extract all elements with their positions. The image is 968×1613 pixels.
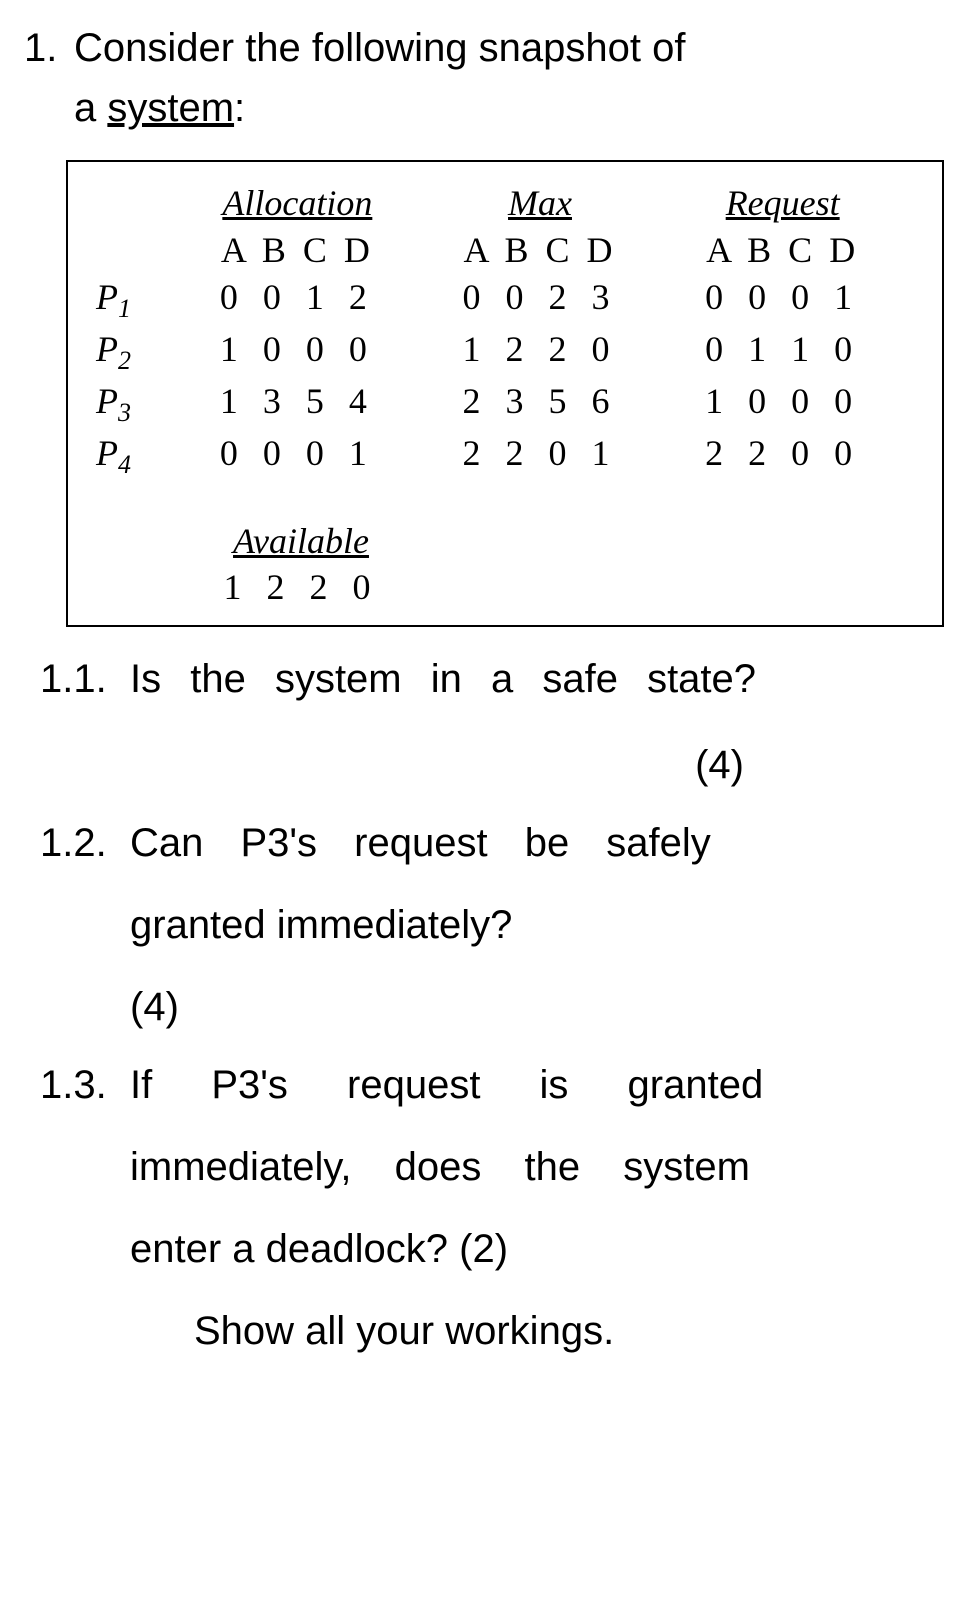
cell-request: 0 1 1 0 [661,326,904,378]
subq11-text: Is the system in a safe state? [130,657,756,701]
proc-sub: 2 [118,346,131,375]
header-allocation: Allocation [176,180,419,227]
subq13-marks: (2) [459,1227,508,1271]
question-intro: 1. Consider the following snapshot of a … [24,18,944,138]
table-row: P1 0 0 1 2 0 0 2 3 0 0 0 1 [96,274,904,326]
cell-max: 2 3 5 6 [419,378,662,430]
cols-request: A B C D [661,227,904,274]
table-columns-row: A B C D A B C D A B C D [96,227,904,274]
subq-number: 1.3. [24,1055,130,1279]
subq-body: Is the system in a safe state? (4) [130,649,944,795]
table-proc-header [96,180,176,227]
cols-allocation: A B C D [176,227,419,274]
table-row: P2 1 0 0 0 1 2 2 0 0 1 1 0 [96,326,904,378]
cell-max: 2 2 0 1 [419,430,662,482]
proc-p: P [96,277,118,317]
subquestion-1-2: 1.2. Can P3's request be safely granted … [24,813,944,1037]
show-workings: Show all your workings. [194,1301,944,1361]
cols-max: A B C D [419,227,662,274]
subquestion-1-1: 1.1. Is the system in a safe state? (4) [24,649,944,795]
cell-allocation: 1 0 0 0 [176,326,419,378]
subq11-marks: (4) [130,735,944,795]
subq13-line2: immediately, does the system [130,1137,944,1197]
subq12-line2: granted immediately? [130,895,944,955]
subq12-marks: (4) [130,977,944,1037]
proc-p: P [96,381,118,421]
available-value: 1 2 2 0 [176,564,426,611]
intro-line2-suffix: : [234,86,245,130]
proc-sub: 3 [118,398,131,427]
cell-allocation: 0 0 1 2 [176,274,419,326]
subq13-line3: enter a deadlock? (2) [130,1219,944,1279]
intro-underlined-word: system [107,86,234,130]
table-header-row: Allocation Max Request [96,180,904,227]
available-label: Available [176,518,426,565]
cell-max: 1 2 2 0 [419,326,662,378]
proc-label: P3 [96,378,176,430]
proc-label: P2 [96,326,176,378]
subq13-line1: If P3's request is granted [130,1055,944,1115]
table-row: P4 0 0 0 1 2 2 0 1 2 2 0 0 [96,430,904,482]
proc-label: P1 [96,274,176,326]
subq-number: 1.1. [24,649,130,795]
subq-number: 1.2. [24,813,130,1037]
question-number: 1. [24,18,74,138]
proc-p: P [96,329,118,369]
table-row: P3 1 3 5 4 2 3 5 6 1 0 0 0 [96,378,904,430]
cell-max: 0 0 2 3 [419,274,662,326]
subq-body: If P3's request is granted immediately, … [130,1055,944,1279]
proc-label: P4 [96,430,176,482]
cell-allocation: 1 3 5 4 [176,378,419,430]
proc-sub: 4 [118,450,131,479]
cell-request: 2 2 0 0 [661,430,904,482]
table-columns-spacer [96,227,176,274]
cell-request: 1 0 0 0 [661,378,904,430]
header-request: Request [661,180,904,227]
header-max: Max [419,180,662,227]
page-root: 1. Consider the following snapshot of a … [0,0,968,1401]
intro-line1: Consider the following snapshot of [74,26,685,70]
available-block: Available 1 2 2 0 [176,518,426,612]
proc-p: P [96,433,118,473]
snapshot-table: Allocation Max Request A B C D A B C D A… [66,160,944,627]
cell-allocation: 0 0 0 1 [176,430,419,482]
subq12-line1: Can P3's request be safely [130,813,944,873]
proc-sub: 1 [118,294,131,323]
intro-line2-prefix: a [74,86,107,130]
subquestion-1-3: 1.3. If P3's request is granted immediat… [24,1055,944,1279]
question-text: Consider the following snapshot of a sys… [74,18,944,138]
subq-body: Can P3's request be safely granted immed… [130,813,944,1037]
subq13-line3-prefix: enter a deadlock? [130,1227,459,1271]
cell-request: 0 0 0 1 [661,274,904,326]
